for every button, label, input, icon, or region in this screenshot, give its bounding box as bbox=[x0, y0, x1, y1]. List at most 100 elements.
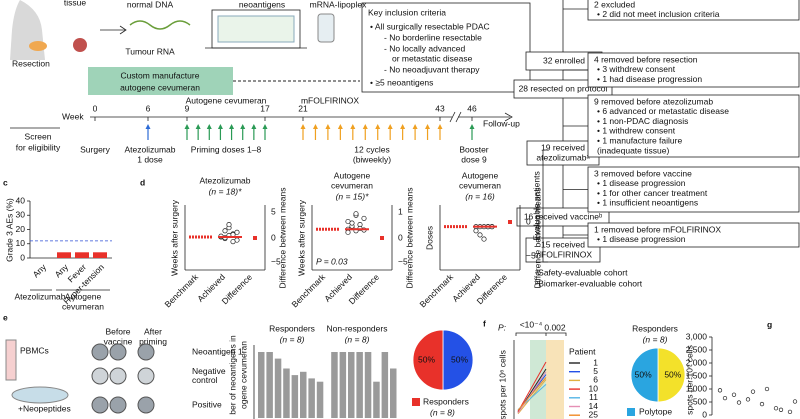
point bbox=[361, 215, 367, 221]
point bbox=[717, 388, 723, 393]
pie-slice bbox=[442, 329, 474, 391]
bar bbox=[274, 358, 282, 418]
arrowhead bbox=[469, 124, 475, 129]
y-tick-label: 20 bbox=[16, 224, 26, 234]
y2-tick-label: 0 bbox=[526, 216, 531, 226]
bar bbox=[364, 352, 372, 418]
label: 0.002 bbox=[544, 322, 566, 332]
arrowhead bbox=[425, 124, 431, 129]
y2-label: Difference between means bbox=[277, 188, 287, 289]
panel-label: d bbox=[140, 177, 145, 187]
panel-label: c bbox=[3, 177, 8, 187]
label: 16 received vaccineᵇ bbox=[524, 211, 602, 221]
arrowhead bbox=[262, 124, 268, 129]
pie-slice bbox=[412, 329, 444, 391]
panel-label: f bbox=[483, 318, 486, 328]
y2-tick-label: 0 bbox=[398, 232, 403, 242]
label: (n = 18)* bbox=[209, 186, 243, 196]
label: dose 9 bbox=[461, 154, 487, 164]
arrowhead bbox=[145, 124, 151, 129]
label: +Neopeptides bbox=[18, 403, 71, 413]
arrowhead bbox=[229, 124, 235, 129]
label: • 1 disease progression bbox=[597, 234, 686, 244]
label: Screen bbox=[25, 131, 52, 141]
label: 12 cycles bbox=[354, 144, 389, 154]
bar bbox=[57, 252, 71, 258]
label: 0 bbox=[93, 103, 98, 113]
content: c d e f g tissue normal DNA neoantigens mRNA-lip… bbox=[3, 0, 800, 419]
y2-tick-label: −5 bbox=[398, 256, 408, 266]
label: Atezolizumab bbox=[14, 291, 65, 301]
label: (n = 8) bbox=[345, 334, 370, 344]
bar bbox=[373, 381, 380, 418]
y2-label: Difference between means bbox=[404, 188, 414, 289]
label: 9 removed before atezolizumab bbox=[594, 96, 713, 106]
arrowhead bbox=[300, 124, 306, 129]
series-line bbox=[517, 371, 547, 414]
arrowhead bbox=[325, 124, 331, 129]
label: (n = 15)* bbox=[336, 191, 370, 201]
bar bbox=[283, 368, 290, 418]
point bbox=[481, 236, 487, 242]
bar bbox=[331, 352, 338, 418]
arrowhead bbox=[184, 124, 190, 129]
point bbox=[773, 406, 779, 411]
bar bbox=[291, 375, 299, 418]
shade bbox=[530, 340, 546, 419]
label: PBMCs bbox=[20, 345, 49, 355]
flow-box bbox=[587, 94, 800, 158]
point bbox=[722, 395, 728, 401]
difference bbox=[508, 220, 512, 224]
point bbox=[353, 211, 359, 217]
label: ogene cevumeran bbox=[238, 341, 248, 409]
label: (biweekly) bbox=[353, 154, 391, 164]
label: Resection bbox=[12, 58, 50, 68]
label: 28 resected on protocol bbox=[519, 83, 608, 93]
label: Booster bbox=[459, 144, 488, 154]
point bbox=[745, 397, 751, 402]
label: Surgery bbox=[80, 144, 111, 154]
label: priming bbox=[139, 336, 167, 346]
label: control bbox=[192, 375, 218, 385]
arrowhead bbox=[375, 124, 381, 129]
label: • ≥5 neoantigens bbox=[370, 77, 433, 87]
label: cevumeran bbox=[331, 180, 373, 190]
label: Responders bbox=[423, 396, 469, 406]
label: 2 excluded bbox=[594, 0, 635, 9]
label: 3 removed before vaccine bbox=[594, 168, 692, 178]
label: • 2 did not meet inclusion criteria bbox=[597, 9, 720, 19]
y-tick-label: 40 bbox=[16, 195, 26, 205]
bar bbox=[390, 368, 397, 418]
label: - No locally advanced bbox=[384, 43, 466, 53]
label: Polytope bbox=[639, 406, 672, 416]
bracket bbox=[515, 332, 567, 336]
y-tick-label: 3,000 bbox=[686, 331, 708, 341]
flow-box bbox=[587, 52, 800, 88]
legend-swatch bbox=[627, 408, 635, 416]
arrowhead bbox=[350, 124, 356, 129]
label: • All surgically resectable PDAC bbox=[370, 21, 490, 31]
y2-tick-label: 0 bbox=[271, 232, 276, 242]
arrowhead bbox=[337, 124, 343, 129]
label: Doses bbox=[424, 226, 434, 250]
y2-tick-label: −5 bbox=[271, 256, 281, 266]
arrowhead bbox=[206, 124, 212, 129]
label: (inadequate tissue) bbox=[597, 145, 669, 155]
point bbox=[349, 220, 355, 226]
arrowhead bbox=[400, 124, 406, 129]
schematic bbox=[10, 0, 531, 123]
label: (n = 8) bbox=[280, 334, 305, 344]
label: neoantigens bbox=[239, 0, 285, 9]
flow-box bbox=[526, 140, 600, 166]
label: for eligibility bbox=[16, 142, 61, 152]
well bbox=[91, 396, 109, 414]
label: Atezolizumab bbox=[199, 175, 250, 185]
arrowhead bbox=[437, 124, 443, 129]
flow-box bbox=[587, 166, 800, 213]
label: 9 bbox=[185, 103, 190, 113]
label: 43 bbox=[435, 103, 445, 113]
bar bbox=[93, 252, 107, 258]
flow-box bbox=[587, 222, 800, 248]
label: Non-responders bbox=[327, 323, 388, 333]
legend-label: 1 bbox=[593, 357, 598, 367]
